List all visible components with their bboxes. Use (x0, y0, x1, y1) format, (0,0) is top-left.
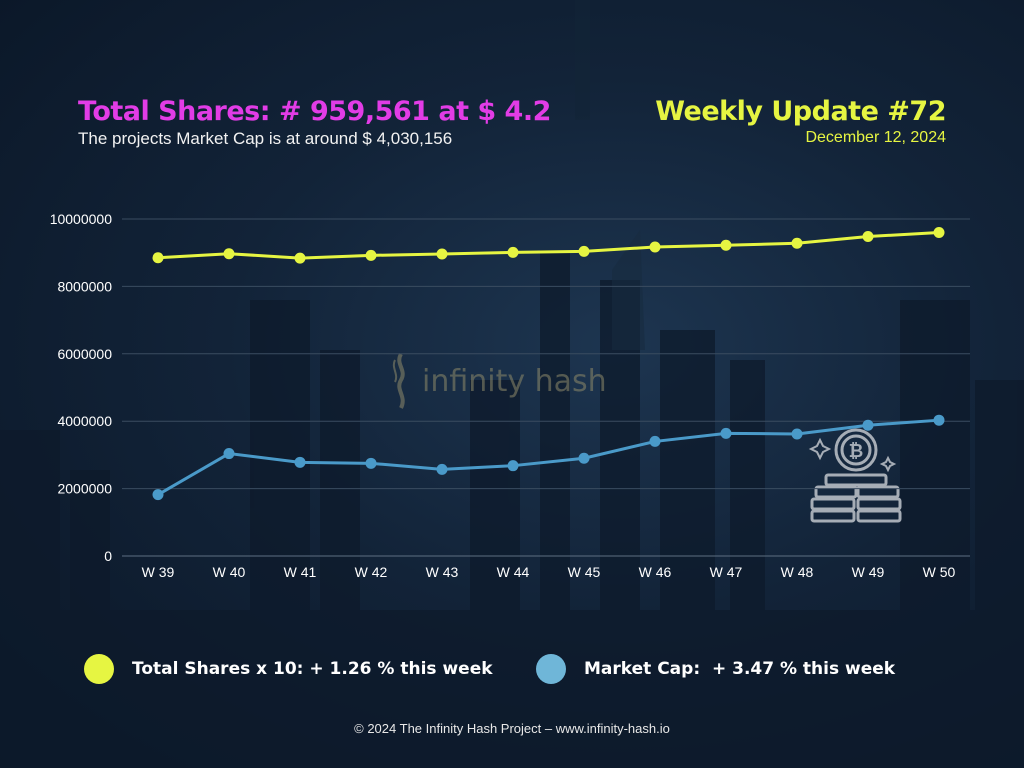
update-date: December 12, 2024 (805, 129, 946, 146)
data-point (649, 241, 661, 253)
svg-text:₿: ₿ (849, 441, 864, 462)
x-tick-label: W 44 (497, 564, 530, 580)
x-tick-label: W 45 (568, 564, 601, 580)
data-point (223, 448, 235, 460)
data-point (436, 248, 448, 260)
series-line-0 (157, 230, 940, 260)
total-shares-title: Total Shares: # 959,561 at $ 4.2 (78, 96, 551, 127)
y-tick-label: 8000000 (57, 278, 112, 294)
legend-dot-market-cap (536, 654, 566, 684)
data-point (862, 419, 874, 431)
weekly-update-title: Weekly Update #72 (655, 96, 946, 127)
data-point (294, 252, 306, 264)
legend-dot-shares (84, 654, 114, 684)
y-tick-label: 6000000 (57, 346, 112, 362)
x-tick-label: W 49 (852, 564, 885, 580)
legend-item-market-cap: Market Cap: + 3.47 % this week (536, 654, 895, 684)
data-point (933, 226, 945, 238)
y-tick-label: 4000000 (57, 413, 112, 429)
infinity-hash-logo-icon (392, 352, 405, 409)
data-point (578, 245, 590, 257)
y-tick-label: 0 (104, 548, 112, 564)
y-axis-ticks: 0 2000000 4000000 6000000 8000000 10000000 (50, 211, 113, 564)
watermark-text: infinity hash (422, 363, 607, 399)
x-tick-label: W 48 (781, 564, 814, 580)
y-tick-label: 2000000 (57, 481, 112, 497)
x-tick-label: W 40 (213, 564, 246, 580)
x-tick-label: W 42 (355, 564, 388, 580)
x-tick-label: W 46 (639, 564, 672, 580)
data-point (507, 246, 519, 258)
data-point (578, 452, 590, 464)
data-point (862, 231, 874, 243)
data-point (720, 427, 732, 439)
footer-copyright: © 2024 The Infinity Hash Project – www.i… (354, 721, 670, 736)
data-point (152, 489, 164, 501)
market-cap-subtitle: The projects Market Cap is at around $ 4… (78, 129, 453, 148)
legend-item-shares: Total Shares x 10: + 1.26 % this week (84, 654, 493, 684)
chart-grid (122, 218, 970, 557)
data-point (294, 456, 306, 468)
data-point (649, 435, 661, 447)
x-tick-label: W 43 (426, 564, 459, 580)
x-tick-label: W 39 (142, 564, 175, 580)
data-point (223, 248, 235, 260)
bitcoin-coin-stack-icon: ₿ (808, 428, 902, 523)
data-point (791, 428, 803, 440)
legend-label-shares: Total Shares x 10: + 1.26 % this week (132, 659, 493, 679)
header-left: Total Shares: # 959,561 at $ 4.2 The pro… (78, 96, 551, 149)
data-point (720, 239, 732, 251)
x-tick-label: W 50 (923, 564, 956, 580)
x-axis-ticks: W 39 W 40 W 41 W 42 W 43 W 44 W 45 W 46 W 47 W 48… (142, 564, 956, 580)
chart-series (152, 226, 945, 501)
watermark: infinity hash (390, 352, 607, 410)
data-point (365, 457, 377, 469)
data-point (507, 460, 519, 472)
data-point (152, 252, 164, 264)
header-right: Weekly Update #72 December 12, 2024 (655, 96, 946, 147)
x-tick-label: W 41 (284, 564, 317, 580)
data-point (933, 414, 945, 426)
data-point (436, 463, 448, 475)
legend-label-market-cap: Market Cap: + 3.47 % this week (584, 659, 896, 679)
y-tick-label: 10000000 (50, 211, 113, 227)
data-point (365, 249, 377, 261)
data-point (791, 237, 803, 249)
x-tick-label: W 47 (710, 564, 743, 580)
series-line-1 (157, 418, 940, 496)
